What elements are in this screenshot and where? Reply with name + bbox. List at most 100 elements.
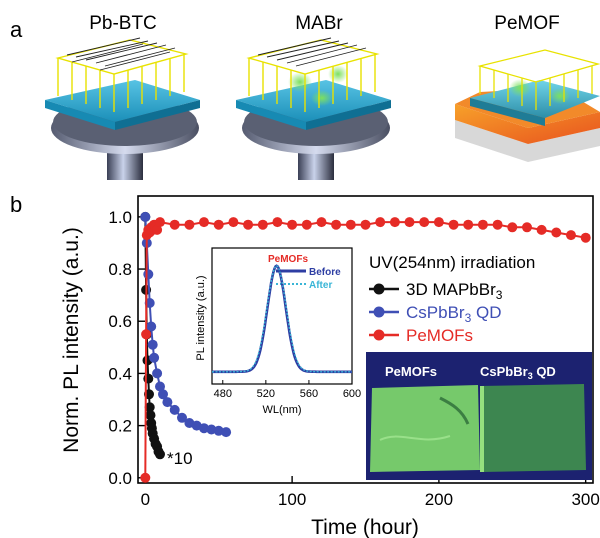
point-cspbbr3 [221,427,232,438]
point-cspbbr3 [158,389,168,400]
title-mabr: MABr [295,13,343,34]
point-mapbbr3 [155,449,165,460]
main-series-layer [140,211,591,483]
point-mapbbr3 [145,410,156,421]
point-pemofs [492,219,503,230]
inset-y-label: PL intensity (a.u.) [195,275,207,360]
point-cspbbr3 [147,339,158,350]
inset-x-label: WL(nm) [262,404,301,416]
inset-legend-before: Before [309,267,341,278]
point-pemofs [360,219,371,230]
point-pemofs [507,222,518,233]
point-pemofs [536,224,547,235]
point-pemofs [243,219,254,230]
y-axis-ticks: 0.0 0.2 0.4 0.6 0.8 1.0 [108,208,145,488]
inset-line-after [212,265,352,373]
annotation-x10: *10 [167,449,193,468]
x-axis-ticks: 0 100 200 300 [141,476,600,509]
point-pemofs [580,232,591,243]
point-pemofs [419,217,430,228]
point-pemofs [566,230,576,241]
y-tick-label: 0.8 [108,260,132,279]
point-cspbbr3 [146,321,157,332]
y-tick-label: 0.4 [108,364,132,383]
inset-legend-after: After [309,280,332,291]
inset-plot: PeMOFs Before After 480 520 560 600 PL inte… [195,247,361,416]
point-pemofs [433,217,444,228]
sample-photo: PeMOFs CsPbBr3 QD [366,352,592,480]
point-pemofs [140,472,151,483]
point-pemofs [152,224,163,235]
legend-item-pemofs: PeMOFs [369,326,473,345]
y-axis-label: Norm. PL intensity (a.u.) [60,227,83,453]
pemof-illustration [455,49,600,162]
point-pemofs [141,329,152,340]
panel-b-letter: b [10,192,22,217]
inset-x-tick-label: 520 [257,388,275,400]
pb-btc-illustration [45,37,200,180]
legend: UV(254nm) irradiation 3D MAPbBr3 CsPbBr3… [369,253,535,345]
inset-series-layer [212,264,352,374]
mabr-illustration [236,37,391,180]
photo-label-pemofs: PeMOFs [385,364,437,379]
point-cspbbr3 [155,381,165,392]
point-mapbbr3 [143,373,154,384]
legend-item-cspbbr3: CsPbBr3 QD [369,303,502,325]
legend-item-mapbbr3: 3D MAPbBr3 [369,280,503,302]
x-tick-label: 100 [278,490,306,509]
title-pb-btc: Pb-BTC [89,13,157,34]
point-cspbbr3 [177,412,187,423]
point-mapbbr3 [144,402,155,413]
legend-title: UV(254nm) irradiation [369,253,535,272]
legend-label-pemofs: PeMOFs [406,326,473,345]
point-pemofs [199,217,209,228]
photo-film-cspbbr3 [480,384,586,472]
panel-a-letter: a [10,17,23,42]
point-pemofs [301,219,312,230]
point-pemofs [287,219,298,230]
point-cspbbr3 [152,368,163,379]
point-pemofs [184,219,195,230]
title-pemof: PeMOF [494,13,559,34]
point-cspbbr3 [162,397,173,408]
x-tick-label: 200 [425,490,453,509]
inset-x-tick-label: 560 [300,388,318,400]
x-tick-label: 300 [571,490,599,509]
inset-frame [211,247,353,385]
point-cspbbr3 [143,269,154,280]
inset-title: PeMOFs [268,254,308,265]
point-pemofs [228,217,239,228]
y-tick-label: 0.6 [108,312,132,331]
point-pemofs [345,219,356,230]
point-cspbbr3 [149,352,160,363]
x-axis-label: Time (hour) [311,516,419,538]
point-pemofs [404,217,415,228]
y-tick-label: 0.0 [108,469,132,488]
point-pemofs [169,219,180,230]
legend-label-mapbbr3: 3D MAPbBr3 [406,280,503,302]
point-cspbbr3 [199,423,209,434]
point-pemofs [331,219,342,230]
plot-frame [137,195,594,484]
point-pemofs [257,219,268,230]
x-tick-label: 0 [141,490,150,509]
point-pemofs [477,219,488,230]
inset-x-tick-label: 480 [214,388,232,400]
point-pemofs [551,227,562,238]
point-cspbbr3 [213,425,224,436]
y-tick-label: 1.0 [108,208,132,227]
point-pemofs [375,217,386,228]
point-pemofs [463,219,474,230]
legend-label-cspbbr3: CsPbBr3 QD [406,303,502,325]
point-pemofs [316,217,327,228]
inset-x-ticks: 480 520 560 600 [214,380,361,400]
point-pemofs [448,219,459,230]
point-pemofs [272,217,283,228]
point-cspbbr3 [169,404,180,415]
point-cspbbr3 [140,211,151,222]
point-pemofs [213,219,224,230]
photo-film-pemofs [370,385,480,472]
y-tick-label: 0.2 [108,417,132,436]
inset-x-tick-label: 600 [343,388,361,400]
point-pemofs [389,217,400,228]
